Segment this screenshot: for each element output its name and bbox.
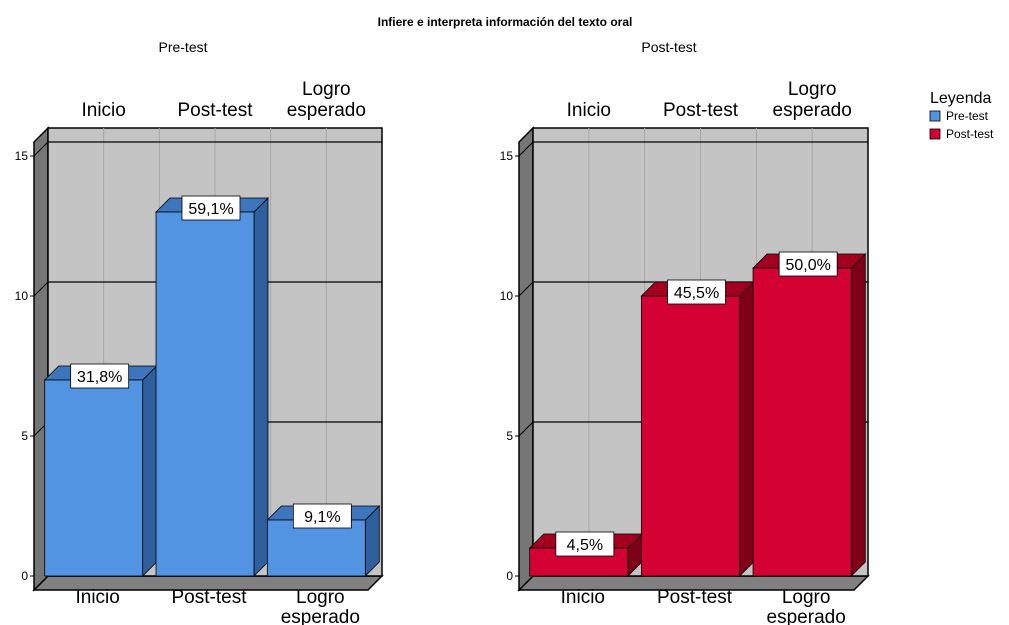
top-category-label-post-test: Post-test [178, 100, 254, 121]
category-label-inicio: Inicio [75, 587, 119, 608]
bar-side-inicio [142, 365, 158, 577]
category-label-inicio: Inicio [561, 587, 605, 608]
legend-label-post-test: Post-test [946, 127, 994, 141]
top-category-label-inicio: Inicio [81, 100, 125, 121]
category-label-logro-esperado: Logro esperado [281, 587, 360, 625]
data-label-box [667, 279, 726, 305]
top-category-label-inicio: Inicio [567, 100, 611, 121]
data-label: 4,5% [567, 537, 603, 554]
left-wall [518, 126, 534, 592]
data-label-box [292, 503, 352, 529]
y-tick-label: 15 [15, 149, 29, 163]
legend-title: Leyenda [930, 90, 991, 107]
bar-side-post-test [253, 197, 269, 577]
wall-gridline [518, 421, 534, 437]
category-label-post-test: Post-test [657, 587, 733, 608]
legend-swatch-pre-test [929, 110, 941, 122]
y-tick-label: 5 [506, 429, 513, 443]
wall-gridline [518, 141, 534, 157]
wall-gridline [33, 281, 49, 297]
top-category-label-logro-esperado: Logro esperado [773, 79, 852, 121]
y-tick-label: 5 [21, 429, 28, 443]
data-label-box [778, 251, 838, 277]
panel-title: Pre-test [158, 39, 207, 55]
bar-post-test [640, 295, 741, 577]
panel-post-test: Post-test Inicio Post-test Logro esperado 0 5 1… [500, 39, 870, 625]
legend-swatch-post-test [929, 128, 941, 140]
top-category-label-logro-esperado: Logro esperado [287, 79, 366, 121]
bar-logro-esperado [752, 267, 852, 577]
bar-side-logro-esperado [850, 253, 866, 577]
data-label: 9,1% [304, 509, 340, 526]
data-label: 45,5% [674, 285, 719, 302]
data-label: 31,8% [77, 369, 122, 386]
bar-side-post-test [739, 281, 755, 577]
data-label-box [555, 531, 615, 557]
wall-gridline [518, 281, 534, 297]
panel-pre-test: Pre-test Inicio Post-test Logro esperado 0 5 10… [15, 39, 384, 625]
bar-post-test [155, 211, 255, 577]
y-tick-label: 0 [21, 569, 28, 583]
wall-gridline [33, 141, 49, 157]
data-label: 50,0% [785, 257, 830, 274]
data-label-box [70, 363, 130, 389]
legend-label-pre-test: Pre-test [946, 109, 989, 123]
legend: Leyenda Pre-test Post-test [929, 90, 994, 141]
bar-logro-esperado [266, 519, 366, 577]
top-category-label-post-test: Post-test [663, 100, 739, 121]
data-label: 59,1% [188, 201, 233, 218]
category-label-logro-esperado: Logro esperado [767, 587, 846, 625]
y-tick-label: 0 [506, 569, 513, 583]
category-label-post-test: Post-test [172, 587, 248, 608]
panel-title: Post-test [641, 39, 696, 55]
y-tick-label: 10 [15, 289, 29, 303]
bar-inicio [44, 379, 144, 577]
data-label-box [181, 195, 241, 221]
y-tick-label: 15 [500, 149, 514, 163]
chart-title: Infiere e interpreta información del tex… [378, 15, 633, 29]
y-tick-label: 10 [500, 289, 514, 303]
